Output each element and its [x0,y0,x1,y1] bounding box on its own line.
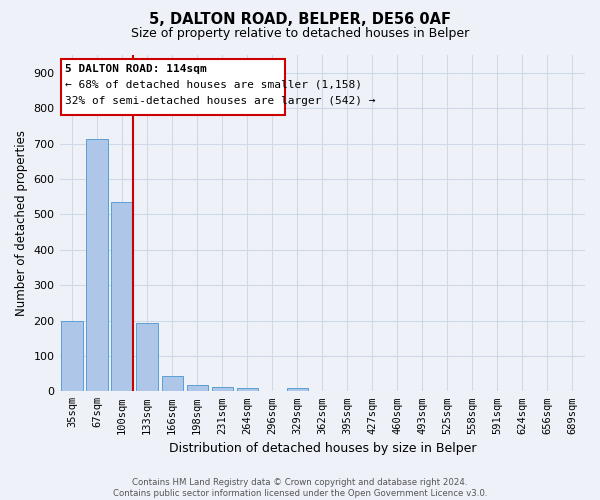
Bar [112,202,133,392]
Bar [61,320,83,392]
Text: Size of property relative to detached houses in Belper: Size of property relative to detached ho… [131,28,469,40]
Bar [287,388,308,392]
Y-axis label: Number of detached properties: Number of detached properties [15,130,28,316]
Text: Contains HM Land Registry data © Crown copyright and database right 2024.
Contai: Contains HM Land Registry data © Crown c… [113,478,487,498]
Bar [212,386,233,392]
Text: 5 DALTON ROAD: 114sqm: 5 DALTON ROAD: 114sqm [65,64,206,74]
Bar [136,324,158,392]
Bar [187,384,208,392]
Text: 32% of semi-detached houses are larger (542) →: 32% of semi-detached houses are larger (… [65,96,375,106]
Text: 5, DALTON ROAD, BELPER, DE56 0AF: 5, DALTON ROAD, BELPER, DE56 0AF [149,12,451,28]
Text: ← 68% of detached houses are smaller (1,158): ← 68% of detached houses are smaller (1,… [65,80,362,90]
X-axis label: Distribution of detached houses by size in Belper: Distribution of detached houses by size … [169,442,476,455]
Bar [236,388,258,392]
FancyBboxPatch shape [61,58,285,115]
Bar [161,376,183,392]
Bar [86,139,108,392]
